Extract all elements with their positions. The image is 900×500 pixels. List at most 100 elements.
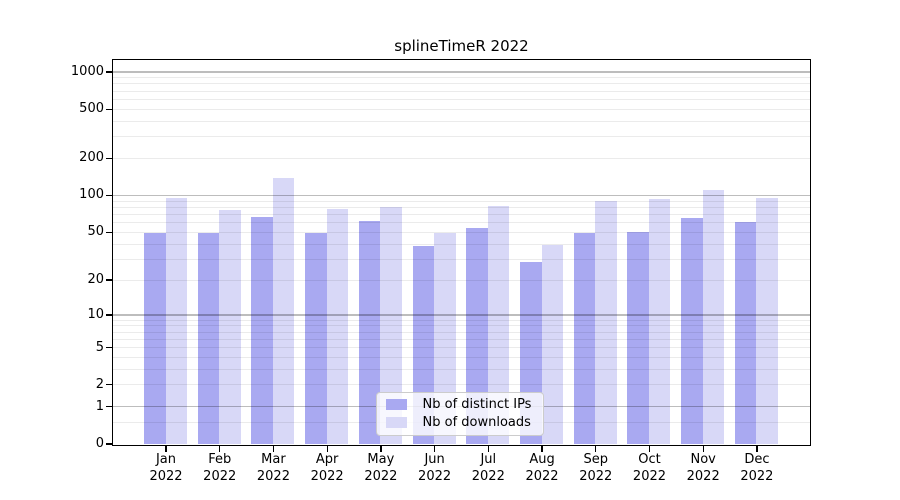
y-tick-label-50: 50 — [87, 224, 104, 240]
x-tick-mark — [756, 446, 758, 452]
gridline-minor — [113, 279, 810, 281]
gridline-minor — [113, 243, 810, 245]
bar-ips-dec — [734, 222, 757, 444]
gridline-minor — [113, 200, 810, 202]
x-tick-label-apr: Apr 2022 — [310, 452, 344, 484]
gridline-minor — [113, 347, 810, 348]
y-tick-mark — [106, 231, 113, 233]
y-tick-label-10: 10 — [87, 306, 104, 322]
gridline-minor — [113, 108, 810, 110]
y-tick-label-2: 2 — [95, 376, 104, 392]
bar-downloads-apr — [326, 208, 349, 444]
y-tick-mark — [106, 314, 113, 316]
gridline-minor — [113, 319, 810, 321]
gridline-minor — [113, 325, 810, 327]
y-tick-label-0: 0 — [95, 436, 104, 451]
gridline-minor — [113, 213, 810, 215]
x-tick-mark — [326, 446, 328, 452]
gridline-minor — [113, 77, 810, 79]
x-tick-label-jul: Jul 2022 — [471, 452, 505, 484]
gridline-minor — [113, 338, 810, 340]
gridline-minor — [113, 98, 810, 100]
gridline-minor — [113, 258, 810, 260]
y-tick-label-5: 5 — [95, 339, 104, 355]
legend-item-distinct-ips: Nb of distinct IPs — [385, 397, 543, 412]
x-tick-mark — [165, 446, 167, 452]
y-tick-mark — [106, 71, 113, 73]
bar-ips-apr — [305, 232, 327, 444]
gridline-minor — [113, 90, 810, 92]
x-tick-mark — [433, 446, 436, 452]
bar-downloads-nov — [702, 189, 725, 444]
bar-ips-sep — [573, 232, 596, 444]
bar-downloads-jul — [487, 205, 510, 444]
x-tick-label-may: May 2022 — [364, 452, 398, 484]
y-tick-mark — [106, 406, 113, 408]
y-tick-mark — [106, 346, 113, 349]
x-tick-label-aug: Aug 2022 — [525, 452, 559, 484]
x-tick-mark — [541, 446, 543, 452]
x-tick-label-sep: Sep 2022 — [579, 452, 613, 484]
legend: Nb of distinct IPs Nb of downloads — [375, 391, 544, 436]
gridline-minor — [113, 331, 810, 333]
x-tick-mark — [219, 446, 221, 452]
bar-ips-oct — [627, 231, 649, 444]
legend-swatch-downloads — [385, 417, 407, 428]
bar-downloads-mar — [272, 177, 295, 444]
legend-swatch-distinct-ips — [385, 399, 407, 410]
y-tick-mark — [106, 108, 113, 110]
x-tick-label-jan: Jan 2022 — [149, 452, 183, 484]
gridline-minor — [113, 368, 810, 370]
gridline-minor — [113, 356, 810, 358]
legend-label-downloads: Nb of downloads — [422, 415, 531, 430]
y-tick-label-20: 20 — [87, 272, 104, 288]
x-tick-label-nov: Nov 2022 — [686, 452, 720, 484]
x-tick-label-oct: Oct 2022 — [632, 452, 667, 484]
y-tick-mark — [106, 279, 113, 281]
gridline-minor — [113, 136, 810, 138]
y-tick-mark — [106, 194, 113, 197]
gridline-minor — [113, 120, 810, 122]
x-tick-mark — [702, 446, 704, 452]
gridline-major — [113, 194, 810, 197]
chart-title: splineTimeR 2022 — [394, 37, 529, 55]
gridline-minor — [113, 384, 810, 386]
y-tick-label-1000: 1000 — [70, 63, 104, 79]
bar-ips-feb — [197, 232, 220, 444]
bar-downloads-dec — [756, 197, 778, 444]
y-tick-label-1: 1 — [95, 398, 104, 414]
x-tick-mark — [272, 446, 275, 452]
legend-label-distinct-ips: Nb of distinct IPs — [422, 397, 532, 412]
bar-downloads-sep — [595, 201, 617, 444]
bar-downloads-jan — [165, 197, 187, 444]
bar-downloads-feb — [219, 210, 241, 444]
bar-downloads-aug — [541, 244, 564, 444]
x-tick-mark — [648, 446, 651, 452]
y-tick-mark — [106, 157, 113, 160]
x-tick-mark — [380, 446, 382, 452]
y-tick-mark — [106, 443, 113, 445]
bar-downloads-jun — [434, 232, 456, 444]
y-tick-mark — [106, 384, 113, 386]
gridline-minor — [113, 206, 810, 208]
plot-area: Nb of distinct IPs Nb of downloads — [112, 59, 811, 446]
gridline-major — [113, 71, 810, 73]
bar-ips-jan — [144, 232, 166, 444]
x-tick-mark — [487, 446, 489, 452]
y-tick-label-100: 100 — [79, 187, 104, 203]
x-tick-label-mar: Mar 2022 — [256, 452, 290, 484]
gridline-minor — [113, 157, 810, 159]
x-tick-label-jun: Jun 2022 — [418, 452, 452, 484]
x-tick-mark — [595, 446, 597, 452]
legend-item-downloads: Nb of downloads — [385, 415, 543, 430]
gridline-minor — [113, 83, 810, 85]
bar-ips-mar — [251, 217, 273, 444]
x-tick-label-feb: Feb 2022 — [203, 452, 237, 484]
y-tick-label-500: 500 — [79, 101, 104, 117]
bar-ips-may — [358, 221, 381, 444]
gridline-minor — [113, 222, 810, 224]
gridline-minor — [113, 231, 810, 233]
gridline-major — [113, 314, 810, 316]
bar-ips-nov — [681, 217, 703, 444]
